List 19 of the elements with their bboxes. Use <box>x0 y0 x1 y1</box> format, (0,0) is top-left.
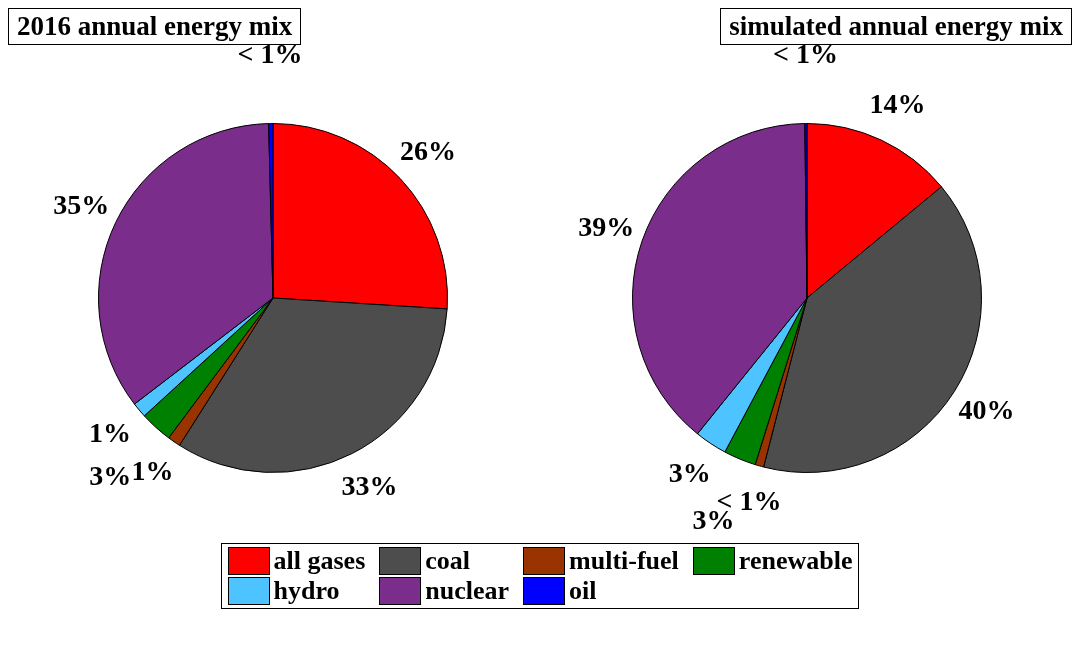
data-label: 35% <box>53 188 110 220</box>
chart-title: simulated annual energy mix <box>720 8 1072 45</box>
data-label: 1% <box>89 416 132 448</box>
legend-label: oil <box>569 576 597 606</box>
data-label: 33% <box>341 469 398 501</box>
legend-label: renewable <box>738 546 853 576</box>
chart-title: 2016 annual energy mix <box>8 8 302 45</box>
data-label: 14% <box>869 87 926 119</box>
legend-label: multi-fuel <box>569 546 679 576</box>
legend-label: coal <box>425 546 471 576</box>
data-label: 3% <box>89 460 132 492</box>
data-label: 26% <box>399 134 456 166</box>
legend-label: hydro <box>273 576 340 606</box>
data-label: 39% <box>578 210 635 242</box>
data-label: 1% <box>131 455 174 487</box>
legend-label: all gases <box>273 546 366 576</box>
data-label: 40% <box>958 394 1015 426</box>
legend-label: nuclear <box>425 576 510 606</box>
data-label: 3% <box>668 457 711 489</box>
